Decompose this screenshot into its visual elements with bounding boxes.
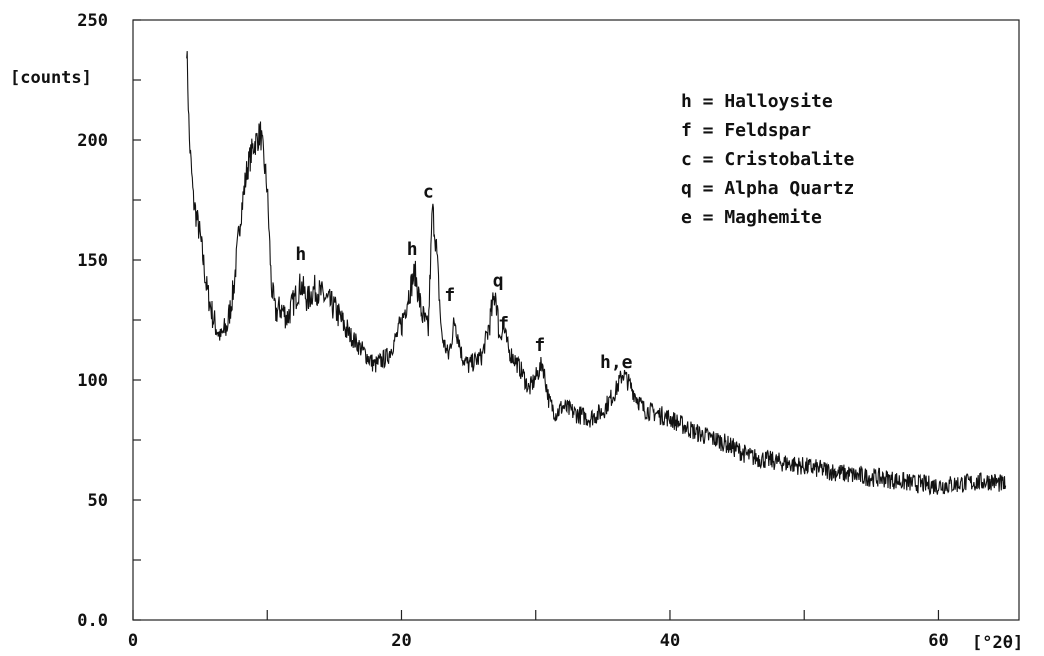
x-tick-label: 20 [391,631,411,651]
y-tick-label: 50 [88,491,108,511]
legend: h = Halloysite f = Feldspar c = Cristobali… [681,91,855,228]
peak-label: f [534,335,545,356]
legend-entry: h = Halloysite [681,91,833,112]
peak-label: h,e [600,352,633,373]
series-line-0 [186,51,1007,496]
series-layer [186,51,1007,496]
legend-entry: e = Maghemite [681,207,822,228]
x-tick-label: 60 [928,631,948,651]
y-axis-label: [counts] [10,68,92,88]
x-tick-label: 40 [660,631,680,651]
y-axis: 0.0 50 100 150 200 250 [77,11,141,631]
y-tick-label: 200 [77,131,108,151]
peak-label: f [498,314,509,335]
peak-labels: h h c f q f f h,e [295,182,632,373]
peak-label: q [493,270,504,291]
peak-label: h [295,244,306,265]
peak-label: f [444,285,455,306]
plot-frame [132,19,1020,621]
legend-entry: q = Alpha Quartz [681,178,854,199]
plot-border [132,19,1020,621]
peak-label: c [423,182,434,203]
y-tick-label: 0.0 [77,611,108,631]
x-axis: 0 20 40 60 [128,610,949,651]
x-tick-label: 0 [128,631,138,651]
y-tick-label: 250 [77,11,108,31]
legend-entry: f = Feldspar [681,120,811,141]
y-tick-label: 150 [77,251,108,271]
y-tick-label: 100 [77,371,108,391]
legend-entry: c = Cristobalite [681,149,855,170]
x-axis-label: [°2θ] [972,633,1023,653]
peak-label: h [407,239,418,260]
